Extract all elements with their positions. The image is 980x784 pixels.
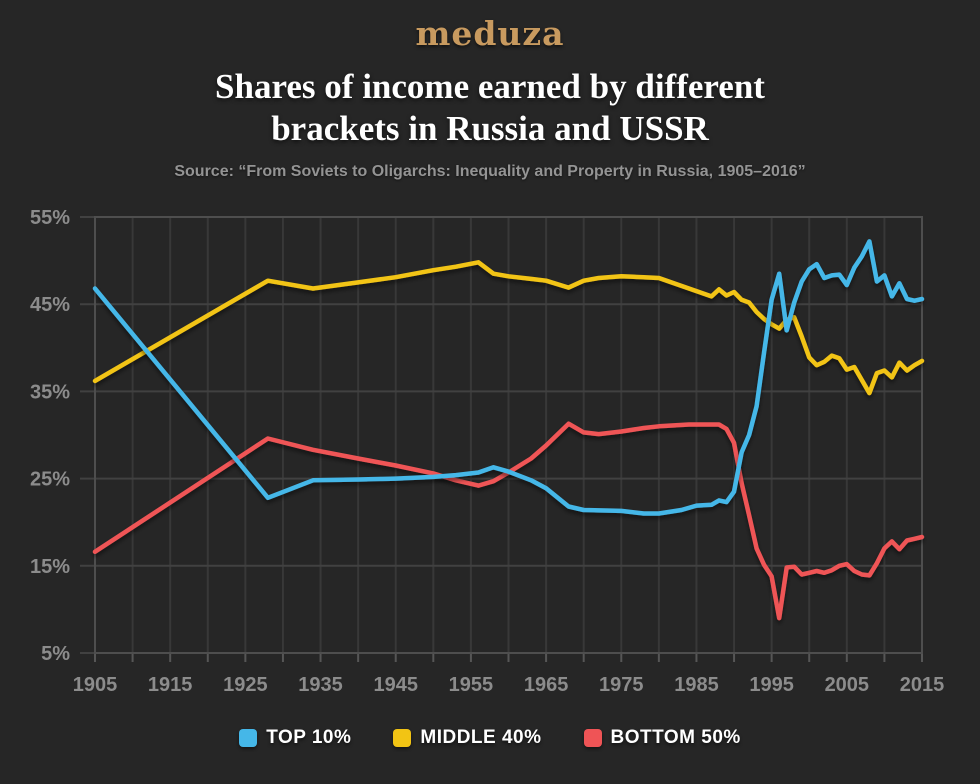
legend-label-middle-40: MIDDLE 40% [420, 727, 542, 748]
series-line-middle-40 [92, 260, 925, 396]
x-tick-label: 1925 [223, 674, 268, 696]
y-tick-label: 25% [30, 469, 70, 491]
y-tick-label: 55% [30, 207, 70, 229]
y-tick-label: 45% [30, 294, 70, 316]
y-tick-label: 5% [41, 643, 70, 665]
x-tick-label: 1975 [599, 674, 644, 696]
x-tick-label: 1965 [524, 674, 569, 696]
x-tick-label: 1935 [298, 674, 343, 696]
y-tick-label: 15% [30, 556, 70, 578]
plot-border [94, 216, 923, 654]
legend-item-bottom-50: BOTTOM 50% [583, 727, 741, 749]
x-tick-label: 2015 [900, 674, 945, 696]
source-caption: Source: “From Soviets to Oligarchs: Ineq… [174, 163, 806, 180]
y-tick-label: 35% [30, 381, 70, 403]
meduza-logo: meduza [415, 14, 565, 53]
x-tick-label: 1985 [674, 674, 719, 696]
x-tick-label: 1915 [148, 674, 193, 696]
series-line-top-10 [92, 239, 925, 516]
series-line-bottom-50 [92, 421, 925, 621]
x-tick-label: 1995 [749, 674, 794, 696]
x-tick-label: 1905 [73, 674, 118, 696]
legend-swatch-top-10 [239, 729, 258, 747]
page-title-line-1: Shares of income earned by different [215, 67, 765, 106]
legend-item-middle-40: MIDDLE 40% [393, 727, 541, 749]
chart-legend: TOP 10% MIDDLE 40% BOTTOM 50% [0, 727, 980, 749]
page-title-line-2: brackets in Russia and USSR [271, 109, 709, 148]
legend-item-top-10: TOP 10% [239, 727, 351, 749]
x-tick-label: 1955 [449, 674, 494, 696]
legend-label-top-10: TOP 10% [266, 727, 352, 748]
page-title: Shares of income earned by different bra… [0, 66, 980, 150]
legend-label-bottom-50: BOTTOM 50% [610, 727, 741, 748]
x-tick-label: 1945 [373, 674, 418, 696]
x-tick-label: 2005 [825, 674, 870, 696]
legend-swatch-bottom-50 [583, 729, 602, 747]
legend-swatch-middle-40 [393, 729, 412, 747]
